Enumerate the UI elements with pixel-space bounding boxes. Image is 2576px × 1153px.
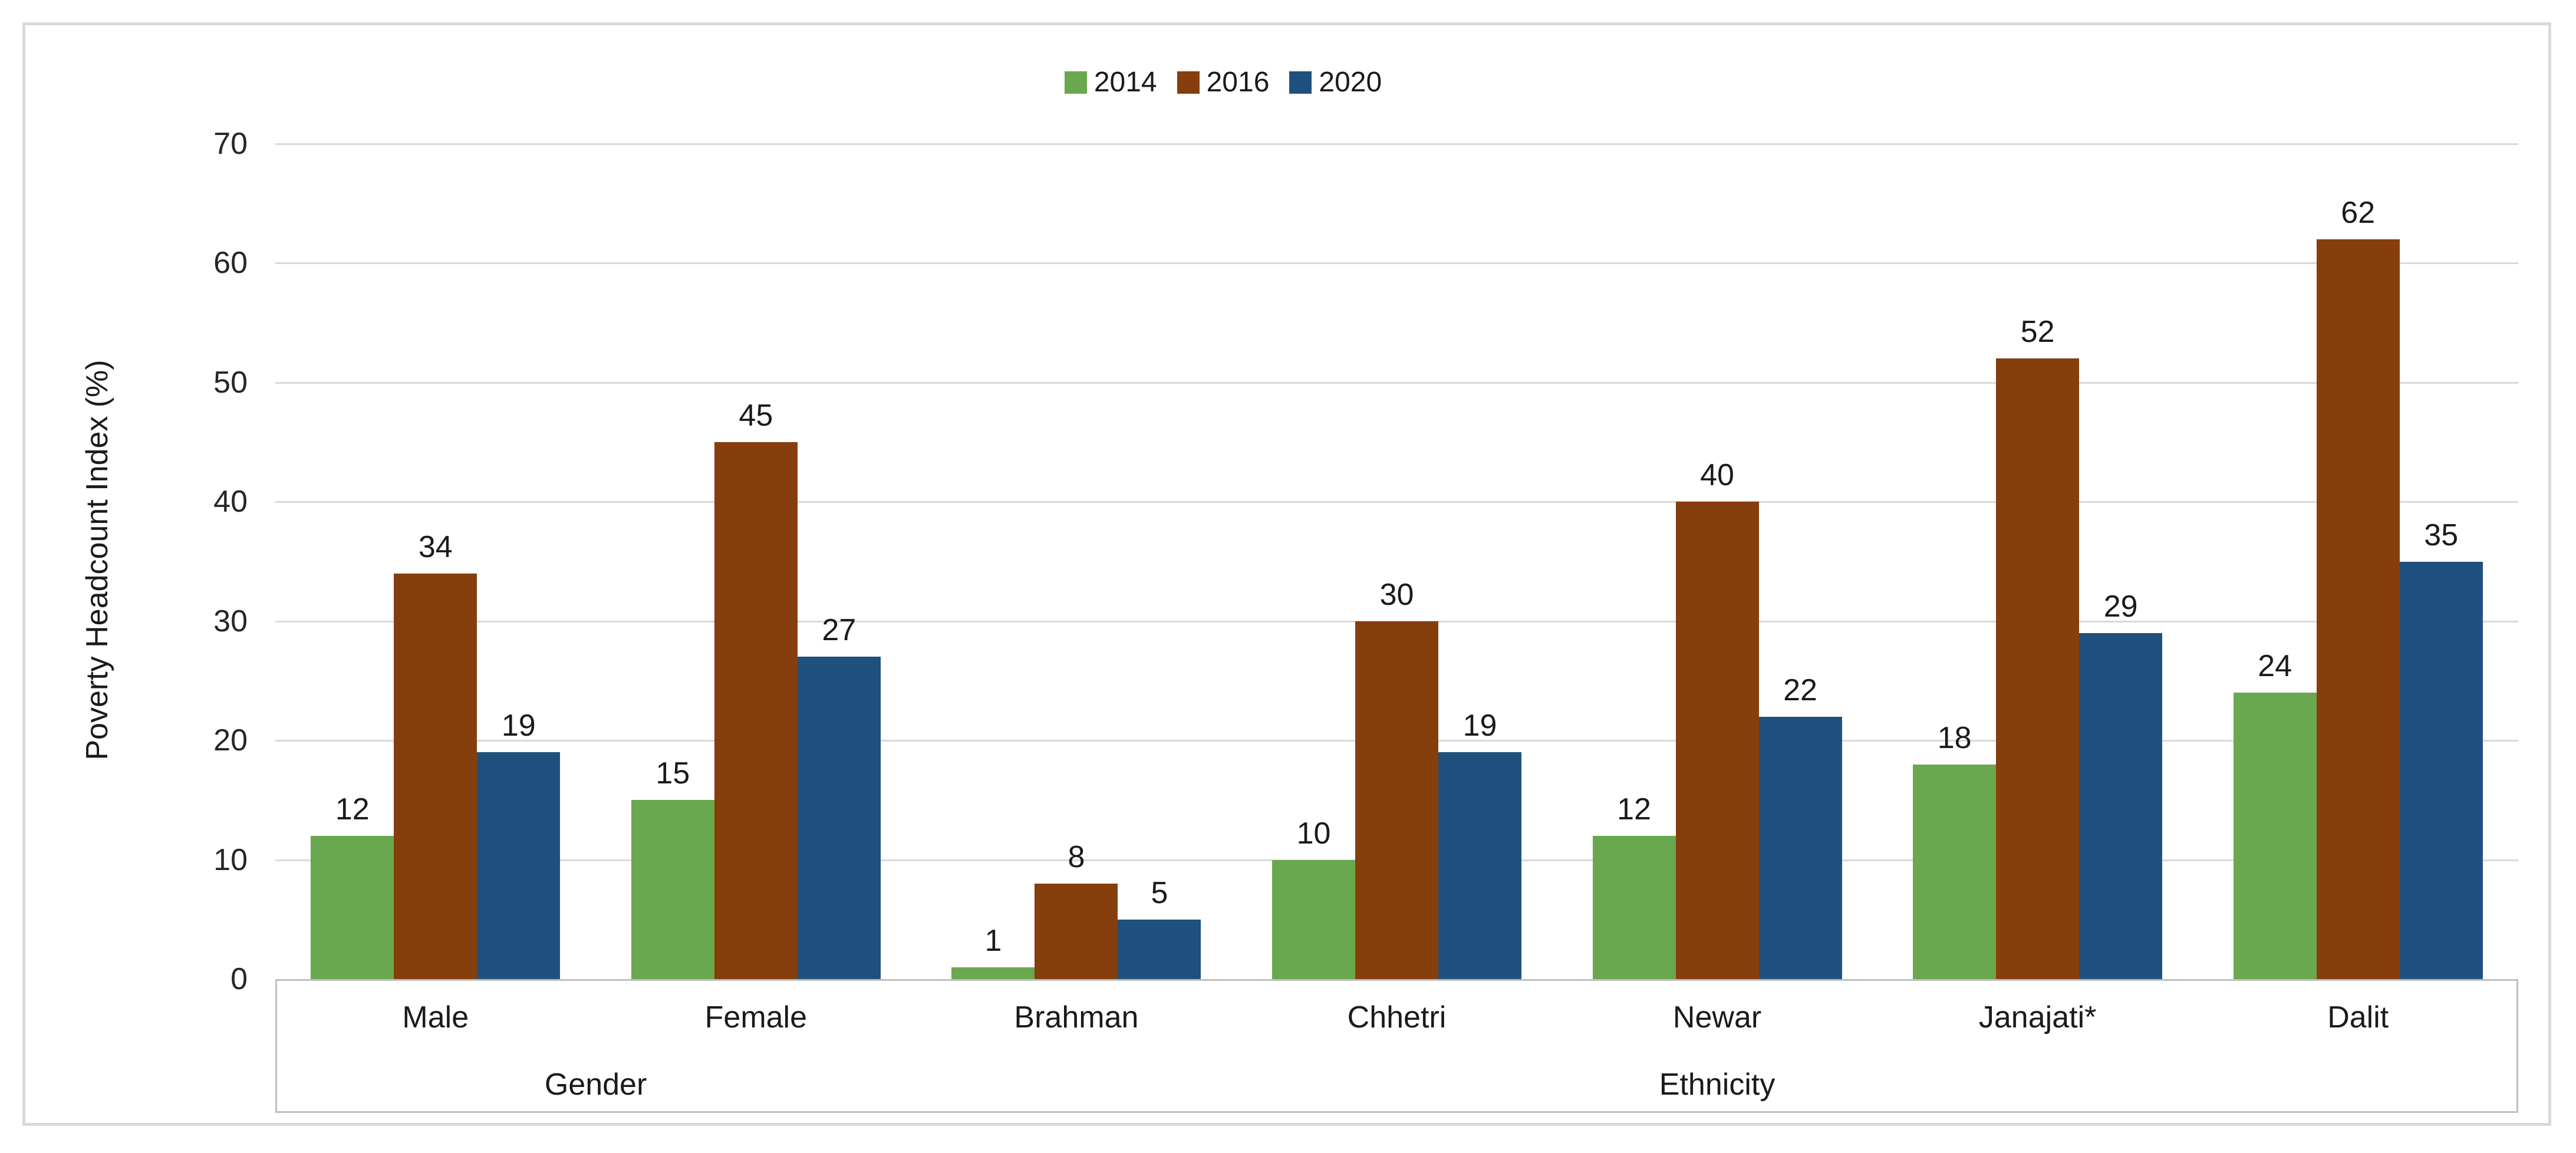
bar-value-label: 19 — [1462, 709, 1497, 743]
bar — [311, 836, 394, 979]
gridline — [275, 262, 2518, 265]
y-axis-tick-label: 0 — [230, 962, 248, 996]
gridline — [275, 143, 2518, 145]
bar — [2079, 632, 2163, 979]
bar-value-label: 34 — [418, 529, 453, 564]
y-axis-tick-label: 10 — [213, 842, 248, 877]
bar-value-label: 29 — [2103, 589, 2138, 624]
bar — [2233, 693, 2317, 979]
bar-value-label: 35 — [2424, 518, 2459, 552]
bar-value-label: 52 — [2020, 315, 2055, 350]
bar — [797, 657, 881, 979]
bar — [1758, 716, 1842, 979]
bar — [1035, 884, 1118, 979]
bar — [2399, 561, 2483, 979]
bar-value-label: 10 — [1296, 816, 1331, 851]
bar — [1996, 358, 2080, 979]
legend-label: 2020 — [1319, 67, 1382, 98]
bar-value-label: 45 — [739, 398, 773, 433]
group-label: Ethnicity — [1659, 1067, 1775, 1102]
axis-box — [275, 979, 2518, 1113]
bar — [1118, 919, 1201, 979]
legend: 2014 2016 2020 — [0, 59, 2446, 106]
bar-value-label: 8 — [1068, 840, 1085, 875]
bar-value-label: 24 — [2258, 649, 2292, 684]
legend-swatch — [1177, 71, 1200, 94]
group-label: Gender — [544, 1067, 647, 1102]
bar — [951, 967, 1035, 979]
bar-value-label: 62 — [2341, 195, 2376, 230]
category-label: Newar — [1672, 1000, 1762, 1035]
legend-label: 2014 — [1093, 67, 1157, 98]
bar — [714, 442, 798, 979]
category-label: Male — [402, 1000, 469, 1035]
legend-item-2014: 2014 — [1064, 67, 1157, 98]
y-axis-tick-label: 30 — [213, 604, 248, 638]
bar — [394, 573, 477, 979]
gridline — [275, 381, 2518, 384]
bar — [631, 800, 714, 979]
y-axis-tick-label: 40 — [213, 485, 248, 519]
bar-value-label: 27 — [822, 613, 857, 648]
legend-item-2020: 2020 — [1289, 68, 1382, 97]
y-axis-tick-label: 60 — [213, 246, 248, 281]
bar-value-label: 12 — [1617, 792, 1651, 827]
bar-value-label: 12 — [335, 792, 370, 827]
bar-value-label: 40 — [1700, 458, 1734, 493]
bar-value-label: 30 — [1379, 577, 1414, 612]
legend-label: 2016 — [1206, 67, 1270, 98]
bar-value-label: 22 — [1783, 673, 1817, 707]
category-label: Female — [704, 1000, 808, 1035]
category-label: Chhetri — [1347, 1000, 1447, 1035]
y-axis-tick-label: 20 — [213, 723, 248, 758]
bar — [1675, 502, 1759, 979]
bar-value-label: 18 — [1937, 720, 1972, 755]
category-label: Dalit — [2327, 1000, 2389, 1035]
y-axis-tick-label: 70 — [213, 127, 248, 161]
bar-value-label: 15 — [655, 756, 690, 791]
bar — [1913, 764, 1997, 979]
gridline — [275, 501, 2518, 503]
bar-value-label: 1 — [984, 923, 1002, 958]
category-label: Brahman — [1014, 1000, 1139, 1035]
bar — [2316, 239, 2400, 979]
bar — [1272, 859, 1355, 979]
legend-item-2016: 2016 — [1177, 67, 1270, 98]
category-label: Janajati* — [1978, 1000, 2097, 1035]
legend-swatch — [1064, 71, 1087, 94]
bar — [1355, 621, 1438, 979]
bar-value-label: 5 — [1151, 875, 1168, 910]
bar — [1438, 752, 1521, 979]
bar — [1592, 836, 1676, 979]
bar — [477, 752, 561, 979]
bar-value-label: 19 — [501, 709, 536, 743]
y-axis-tick-label: 50 — [213, 365, 248, 400]
legend-swatch — [1289, 71, 1312, 94]
